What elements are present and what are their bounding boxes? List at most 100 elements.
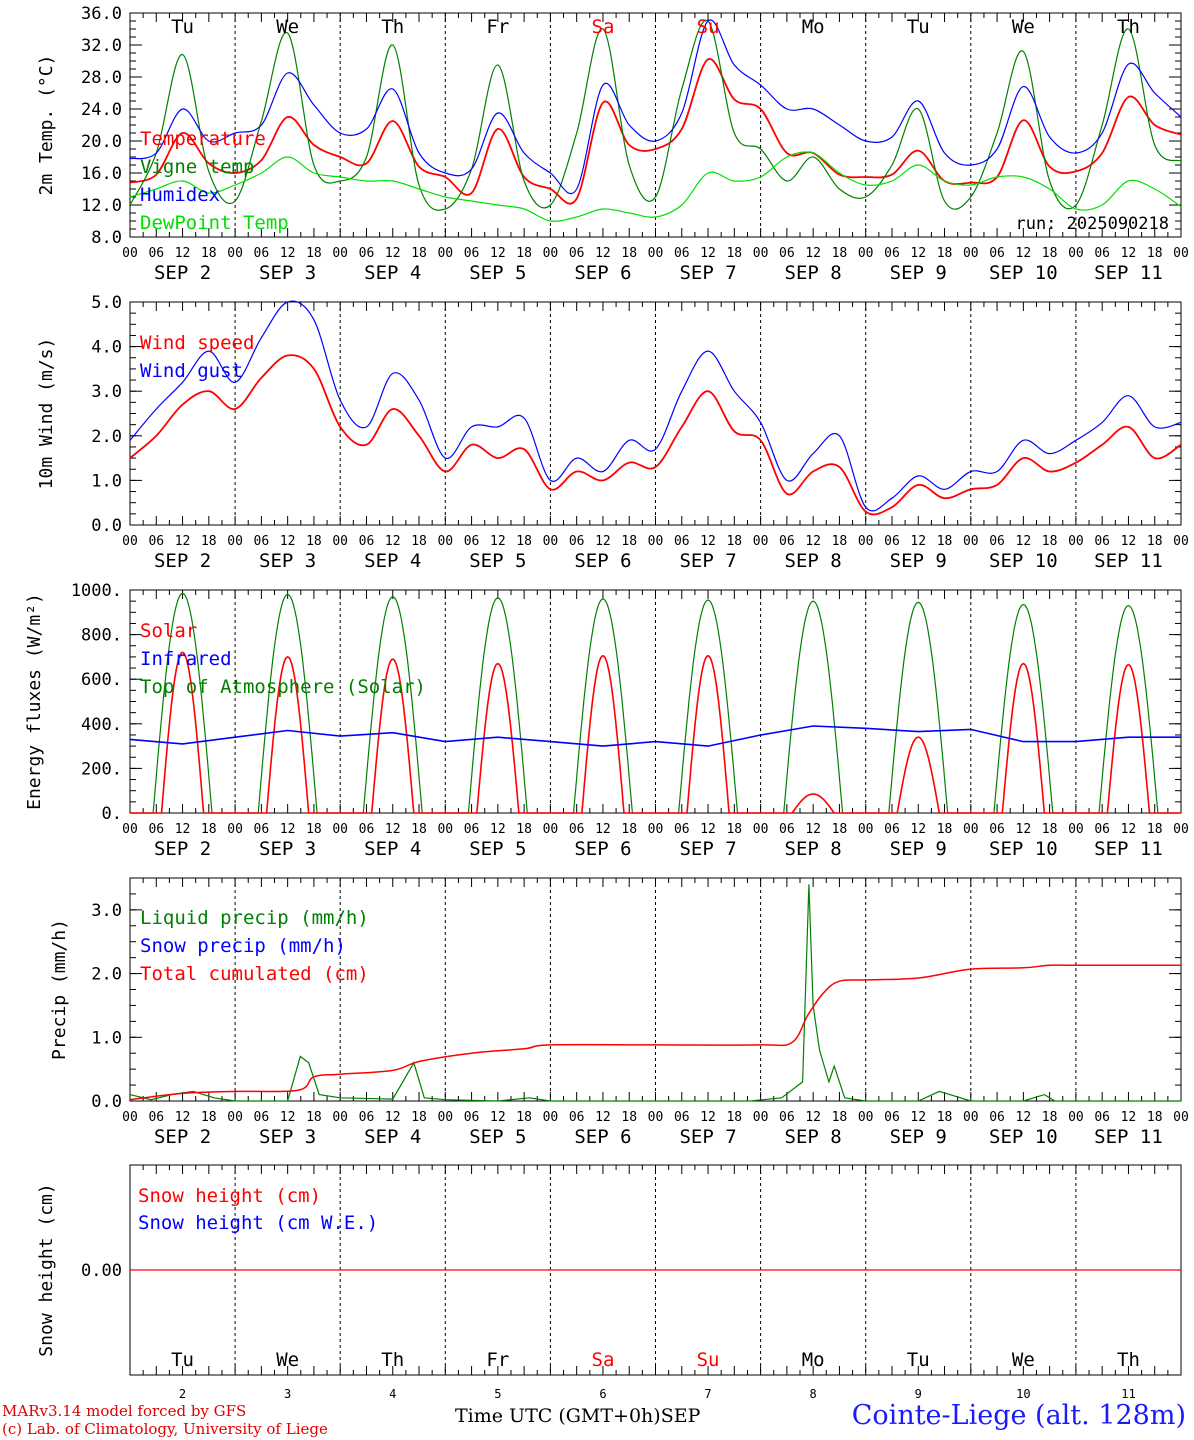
hour-tick-label: 18 bbox=[516, 246, 532, 261]
hour-tick-label: 00 bbox=[1068, 1110, 1084, 1125]
hour-tick-label: 00 bbox=[963, 1110, 979, 1125]
hour-tick-label: 18 bbox=[411, 534, 427, 549]
legend-entry: Snow height (cm W.E.) bbox=[138, 1212, 378, 1234]
legend-entry: Wind gust bbox=[140, 360, 243, 382]
weekday-label: Fr bbox=[486, 16, 509, 38]
hour-tick-label: 12 bbox=[700, 534, 716, 549]
date-label: SEP 10 bbox=[989, 1126, 1058, 1148]
solar-line bbox=[865, 736, 971, 814]
hour-tick-label: 18 bbox=[937, 246, 953, 261]
hour-tick-label: 06 bbox=[884, 1110, 900, 1125]
plot-frame bbox=[129, 12, 1182, 238]
weekday-label: We bbox=[1012, 16, 1035, 38]
hour-tick-label: 18 bbox=[937, 534, 953, 549]
hour-tick-label: 12 bbox=[175, 822, 191, 837]
hour-tick-label: 12 bbox=[175, 246, 191, 261]
day-number-label: 9 bbox=[915, 1387, 922, 1401]
hour-tick-label: 12 bbox=[910, 822, 926, 837]
hour-tick-label: 06 bbox=[779, 822, 795, 837]
date-label: SEP 4 bbox=[364, 1126, 421, 1148]
hour-tick-label: 00 bbox=[963, 822, 979, 837]
hour-tick-label: 18 bbox=[411, 1110, 427, 1125]
weekday-label: Tu bbox=[907, 16, 930, 38]
hour-tick-label: 18 bbox=[621, 534, 637, 549]
legend-entry: Infrared bbox=[140, 648, 232, 670]
hour-tick-label: 06 bbox=[254, 534, 270, 549]
hour-tick-label: 12 bbox=[1121, 822, 1137, 837]
infrared-line bbox=[129, 725, 1181, 747]
hour-tick-label: 18 bbox=[306, 1110, 322, 1125]
hour-tick-label: 12 bbox=[1121, 246, 1137, 261]
legend-entry: Snow precip (mm/h) bbox=[140, 935, 346, 957]
y-tick-label: 1.0 bbox=[91, 471, 122, 491]
hour-tick-label: 12 bbox=[700, 1110, 716, 1125]
legend-entry: Snow height (cm) bbox=[138, 1185, 321, 1207]
hour-tick-label: 18 bbox=[832, 822, 848, 837]
series-line-dewpoint-temp bbox=[129, 151, 1182, 222]
hour-tick-label: 06 bbox=[884, 246, 900, 261]
hour-tick-label: 00 bbox=[1173, 246, 1189, 261]
hour-tick-label: 12 bbox=[385, 534, 401, 549]
solar-line bbox=[550, 654, 656, 814]
hour-tick-label: 00 bbox=[543, 534, 559, 549]
hour-tick-label: 06 bbox=[569, 246, 585, 261]
hour-tick-label: 18 bbox=[411, 822, 427, 837]
y-tick-label: 1.0 bbox=[91, 1028, 122, 1048]
hour-tick-label: 06 bbox=[779, 534, 795, 549]
hour-tick-label: 00 bbox=[332, 1110, 348, 1125]
hour-tick-label: 06 bbox=[254, 246, 270, 261]
hour-tick-label: 18 bbox=[621, 1110, 637, 1125]
hour-tick-label: 00 bbox=[1068, 534, 1084, 549]
day-number-label: 4 bbox=[389, 1387, 396, 1401]
hour-tick-label: 00 bbox=[122, 822, 138, 837]
hour-tick-label: 12 bbox=[805, 1110, 821, 1125]
date-label: SEP 10 bbox=[989, 262, 1058, 284]
hour-tick-label: 18 bbox=[1042, 1110, 1058, 1125]
weekday-label: Su bbox=[697, 1349, 720, 1371]
hour-tick-label: 06 bbox=[1094, 246, 1110, 261]
hour-tick-label: 12 bbox=[910, 1110, 926, 1125]
hour-tick-label: 00 bbox=[332, 534, 348, 549]
hour-tick-label: 12 bbox=[595, 822, 611, 837]
y-tick-label: 0. bbox=[102, 804, 122, 824]
hour-tick-label: 00 bbox=[437, 534, 453, 549]
hour-tick-label: 12 bbox=[385, 246, 401, 261]
hour-tick-label: 00 bbox=[543, 822, 559, 837]
y-tick-label: 5.0 bbox=[91, 293, 122, 313]
toa-solar-line bbox=[340, 596, 446, 814]
hour-tick-label: 00 bbox=[858, 822, 874, 837]
date-label: SEP 3 bbox=[259, 1126, 316, 1148]
hour-tick-label: 18 bbox=[1042, 534, 1058, 549]
hour-tick-label: 12 bbox=[700, 822, 716, 837]
hour-tick-label: 06 bbox=[464, 1110, 480, 1125]
date-label: SEP 4 bbox=[364, 550, 421, 572]
day-number-label: 10 bbox=[1016, 1387, 1030, 1401]
date-label: SEP 2 bbox=[154, 838, 211, 860]
hour-tick-label: 00 bbox=[963, 246, 979, 261]
hour-tick-label: 06 bbox=[1094, 822, 1110, 837]
hour-tick-label: 06 bbox=[359, 246, 375, 261]
solar-line bbox=[235, 656, 341, 814]
solar-line bbox=[130, 651, 236, 814]
y-tick-label: 200. bbox=[81, 759, 122, 779]
x-axis-title-text: Time UTC (GMT+0h) bbox=[455, 1405, 661, 1427]
hour-tick-label: 00 bbox=[1173, 822, 1189, 837]
hour-tick-label: 12 bbox=[385, 1110, 401, 1125]
legend-entry: DewPoint Temp bbox=[140, 212, 289, 234]
series-line-humidex bbox=[129, 19, 1182, 195]
date-label: SEP 7 bbox=[679, 838, 736, 860]
hour-tick-label: 12 bbox=[805, 534, 821, 549]
hour-tick-label: 18 bbox=[937, 822, 953, 837]
x-axis-title: Time UTC (GMT+0h)SEP bbox=[455, 1405, 700, 1427]
date-label: SEP 5 bbox=[469, 550, 526, 572]
toa-solar-line bbox=[130, 592, 236, 814]
total-cumulated-line bbox=[129, 964, 1181, 1101]
hour-tick-label: 00 bbox=[963, 534, 979, 549]
hour-tick-label: 12 bbox=[490, 1110, 506, 1125]
hour-tick-label: 00 bbox=[437, 246, 453, 261]
hour-tick-label: 12 bbox=[385, 822, 401, 837]
hour-tick-label: 06 bbox=[148, 246, 164, 261]
date-label: SEP 5 bbox=[469, 1126, 526, 1148]
hour-tick-label: 12 bbox=[595, 246, 611, 261]
hour-tick-label: 06 bbox=[464, 822, 480, 837]
